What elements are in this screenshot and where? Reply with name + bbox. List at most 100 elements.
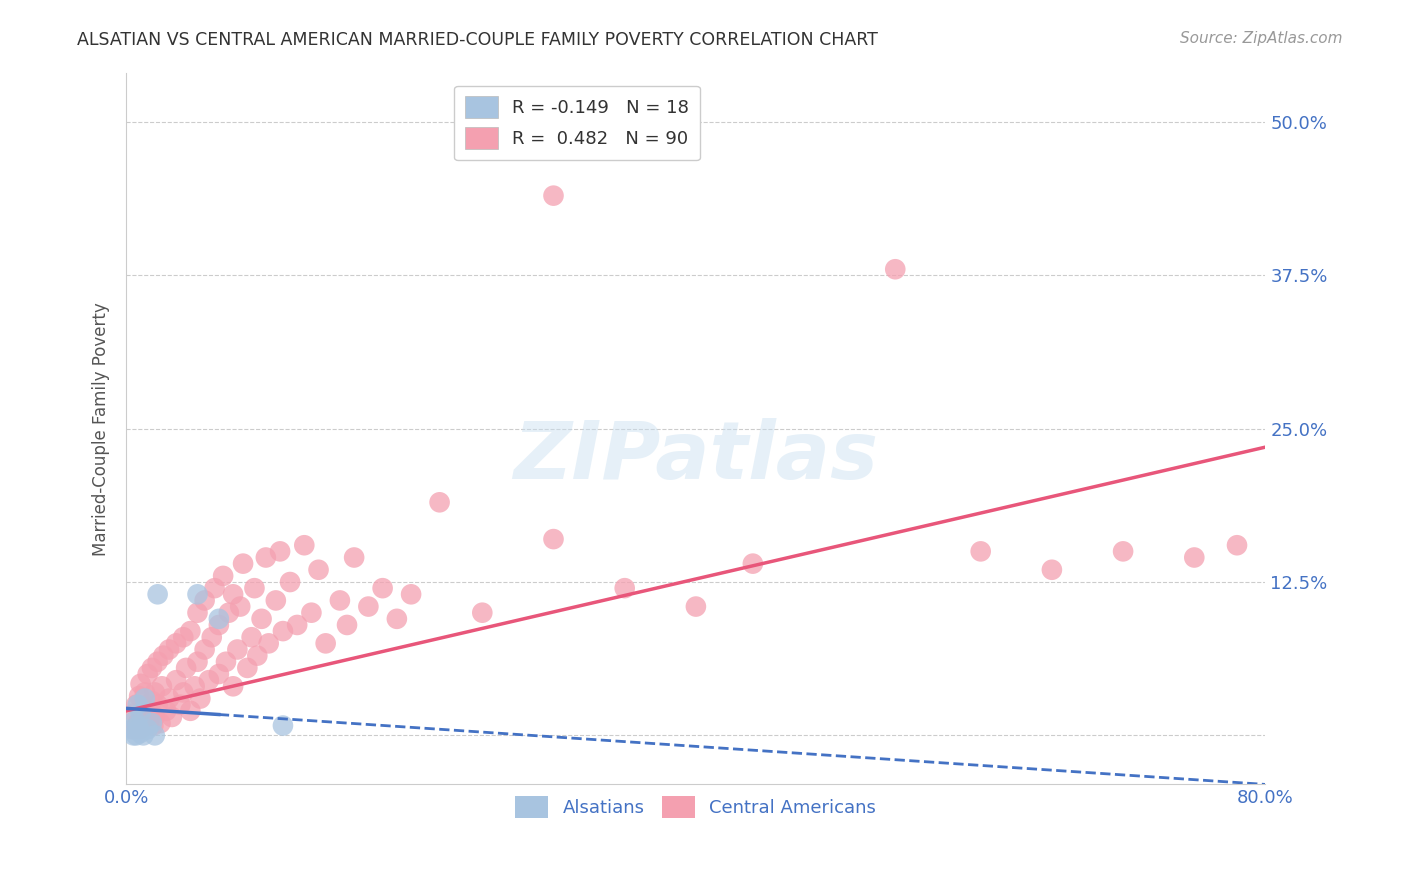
Point (128, 723, 150, 737)
Point (884, 262, 907, 277)
Text: ZIPatlas: ZIPatlas (513, 418, 879, 496)
Point (343, 550, 366, 565)
Point (155, 704, 177, 718)
Point (1226, 538, 1249, 552)
Point (128, 689, 150, 703)
Point (186, 606, 208, 620)
Point (186, 587, 208, 601)
Point (136, 667, 159, 681)
Point (165, 636, 187, 650)
Point (143, 728, 166, 742)
Point (135, 718, 157, 732)
Point (246, 648, 269, 663)
Point (146, 698, 169, 712)
Point (232, 557, 254, 571)
Y-axis label: Married-Couple Family Poverty: Married-Couple Family Poverty (93, 301, 110, 556)
Point (165, 673, 187, 688)
Point (132, 728, 155, 742)
Point (179, 704, 201, 718)
Point (236, 661, 259, 675)
Point (136, 723, 159, 737)
Point (136, 704, 159, 718)
Point (285, 618, 308, 632)
Point (254, 550, 277, 565)
Point (132, 710, 155, 724)
Point (613, 581, 636, 595)
Point (157, 642, 180, 657)
Point (264, 593, 287, 607)
Point (226, 642, 249, 657)
Point (278, 575, 301, 590)
Point (146, 587, 169, 601)
Point (215, 655, 238, 669)
Point (129, 677, 152, 691)
Point (149, 716, 172, 731)
Point (208, 618, 231, 632)
Point (142, 718, 165, 732)
Point (271, 718, 294, 732)
Point (357, 599, 380, 614)
Point (129, 723, 152, 737)
Point (543, 188, 565, 202)
Point (543, 532, 565, 546)
Point (179, 624, 201, 639)
Point (1040, 563, 1063, 577)
Point (315, 636, 337, 650)
Point (299, 606, 322, 620)
Point (269, 544, 291, 558)
Point (229, 599, 252, 614)
Point (308, 563, 330, 577)
Point (129, 706, 152, 721)
Point (194, 593, 217, 607)
Point (124, 714, 146, 728)
Point (257, 636, 280, 650)
Point (172, 630, 194, 644)
Point (160, 710, 183, 724)
Point (174, 661, 197, 675)
Point (141, 661, 163, 675)
Point (122, 728, 145, 742)
Point (141, 716, 163, 731)
Point (1112, 544, 1135, 558)
Point (240, 630, 263, 644)
Point (138, 714, 160, 728)
Point (141, 694, 163, 708)
Point (172, 685, 194, 699)
Point (429, 495, 451, 509)
Point (125, 728, 148, 742)
Point (186, 655, 208, 669)
Point (371, 581, 394, 595)
Point (243, 581, 266, 595)
Text: ALSATIAN VS CENTRAL AMERICAN MARRIED-COUPLE FAMILY POVERTY CORRELATION CHART: ALSATIAN VS CENTRAL AMERICAN MARRIED-COU… (77, 31, 879, 49)
Point (329, 593, 352, 607)
Point (292, 538, 315, 552)
Point (169, 698, 191, 712)
Point (250, 612, 273, 626)
Point (143, 685, 166, 699)
Point (188, 691, 211, 706)
Point (1182, 550, 1205, 565)
Point (157, 691, 180, 706)
Point (127, 698, 149, 712)
Point (336, 618, 359, 632)
Point (183, 679, 205, 693)
Point (121, 723, 143, 737)
Point (222, 587, 245, 601)
Point (146, 655, 169, 669)
Point (212, 569, 235, 583)
Point (134, 685, 156, 699)
Point (124, 706, 146, 721)
Point (685, 599, 707, 614)
Point (208, 612, 231, 626)
Point (271, 624, 294, 639)
Point (198, 673, 221, 688)
Point (129, 726, 152, 740)
Point (385, 612, 408, 626)
Point (222, 679, 245, 693)
Legend: Alsatians, Central Americans: Alsatians, Central Americans (508, 789, 883, 825)
Point (218, 606, 240, 620)
Point (741, 557, 763, 571)
Point (150, 679, 173, 693)
Point (134, 691, 156, 706)
Point (204, 581, 226, 595)
